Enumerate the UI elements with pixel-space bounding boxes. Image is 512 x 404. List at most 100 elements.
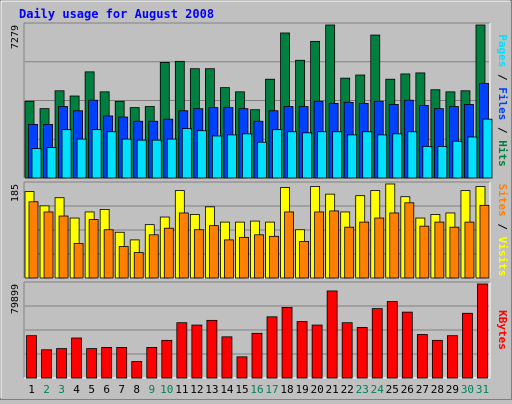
bar-sites-day-9	[148, 234, 159, 279]
bar-sites-day-18	[284, 211, 294, 279]
bar-sites-day-2	[43, 211, 54, 279]
bar-pages-day-26	[407, 131, 418, 179]
bar-sites-day-5	[88, 219, 99, 279]
x-tick-label-14: 14	[220, 383, 234, 396]
bar-sites-day-28	[434, 221, 445, 279]
bar-pages-day-19	[302, 132, 312, 179]
bar-pages-day-9	[151, 139, 162, 179]
bar-kbytes-day-4	[71, 337, 82, 379]
bar-kbytes-day-21	[326, 290, 338, 379]
bar-pages-day-10	[166, 138, 177, 179]
x-tick-label-29: 29	[446, 383, 459, 396]
bar-pages-day-20	[317, 131, 328, 179]
panel-kbytes: 79899 KBytes	[10, 281, 509, 379]
bar-sites-day-29	[449, 226, 460, 279]
bar-sites-day-25	[389, 212, 400, 279]
bar-sites-day-14	[224, 239, 234, 279]
bar-pages-day-6	[106, 131, 117, 179]
x-tick-label-26: 26	[401, 383, 414, 396]
bar-pages-day-14	[227, 134, 237, 179]
side-label-part: /	[496, 217, 509, 237]
bar-pages-day-28	[437, 146, 448, 179]
bar-kbytes-day-5	[86, 348, 98, 379]
x-tick-label-12: 12	[190, 383, 203, 396]
bar-kbytes-day-22	[341, 322, 353, 379]
bar-sites-day-31	[479, 204, 490, 279]
bar-kbytes-day-31	[477, 283, 488, 379]
x-tick-label-9: 9	[148, 383, 155, 396]
bar-pages-day-11	[181, 128, 192, 179]
bar-pages-day-5	[91, 129, 102, 179]
bar-pages-day-18	[287, 131, 297, 179]
panel-visits-side-label: Sites / Visits	[496, 184, 509, 277]
bar-kbytes-day-29	[446, 335, 458, 379]
panel-visits: 185 Sites / Visits	[10, 181, 509, 279]
bar-kbytes-day-24	[371, 308, 383, 379]
x-tick-label-15: 15	[235, 383, 248, 396]
bar-sites-day-13	[208, 225, 219, 279]
panel-hits: 7279 Pages / Files / Hits	[10, 22, 509, 179]
bar-kbytes-day-7	[116, 347, 128, 379]
x-tick-label-18: 18	[280, 383, 293, 396]
bar-sites-day-27	[419, 225, 430, 279]
x-tick-label-27: 27	[416, 383, 429, 396]
bar-sites-day-3	[58, 215, 69, 279]
bar-pages-day-4	[76, 138, 87, 179]
x-tick-label-24: 24	[371, 383, 385, 396]
x-tick-label-13: 13	[205, 383, 218, 396]
x-tick-label-20: 20	[311, 383, 324, 396]
bar-kbytes-day-23	[356, 327, 368, 379]
bar-sites-day-15	[239, 236, 249, 279]
side-label-part: Visits	[496, 237, 509, 277]
x-tick-label-7: 7	[118, 383, 125, 396]
bar-kbytes-day-12	[191, 324, 203, 379]
bar-sites-day-7	[118, 246, 129, 279]
bar-pages-day-23	[362, 131, 373, 179]
bar-kbytes-day-1	[26, 335, 37, 379]
bar-pages-day-8	[136, 139, 147, 179]
bar-sites-day-12	[193, 229, 204, 279]
side-label-part: /	[496, 67, 509, 87]
panel-hits-max-label: 7279	[10, 25, 21, 49]
bar-pages-day-16	[257, 141, 267, 179]
bar-sites-day-21	[329, 210, 340, 279]
side-label-part: Sites	[496, 184, 509, 217]
bar-sites-day-1	[28, 201, 39, 279]
side-label-part: Pages	[496, 34, 509, 67]
bar-sites-day-10	[163, 227, 174, 279]
bar-pages-day-15	[242, 133, 252, 179]
bar-pages-day-13	[211, 135, 222, 179]
bar-kbytes-day-27	[416, 334, 428, 379]
bar-kbytes-day-18	[281, 307, 293, 379]
x-tick-label-23: 23	[356, 383, 369, 396]
bar-kbytes-day-25	[386, 301, 398, 379]
bar-pages-day-29	[452, 140, 463, 179]
bar-pages-day-3	[61, 129, 72, 179]
side-label-part: KBytes	[496, 310, 509, 350]
chart-panels: 7279 Pages / Files / Hits 185 Sites / Visit…	[10, 22, 509, 379]
panel-hits-side-label: Pages / Files / Hits	[496, 34, 509, 167]
bar-sites-day-4	[73, 243, 84, 279]
x-tick-label-19: 19	[295, 383, 308, 396]
x-tick-label-3: 3	[58, 383, 65, 396]
x-tick-label-21: 21	[326, 383, 339, 396]
bar-pages-day-7	[121, 138, 132, 179]
bar-pages-day-24	[377, 134, 388, 179]
bar-sites-day-11	[178, 212, 189, 279]
x-tick-label-17: 17	[265, 383, 278, 396]
x-tick-label-31: 31	[476, 383, 489, 396]
bar-kbytes-day-6	[101, 347, 113, 379]
side-label-part: Hits	[496, 140, 509, 167]
bar-sites-day-6	[103, 229, 114, 279]
bar-kbytes-day-20	[311, 324, 323, 379]
bar-pages-day-25	[392, 133, 403, 179]
bar-kbytes-day-26	[401, 311, 413, 379]
bar-pages-day-27	[422, 146, 433, 179]
bar-sites-day-23	[359, 221, 370, 279]
bar-kbytes-day-9	[146, 347, 158, 379]
bar-kbytes-day-17	[266, 316, 278, 379]
x-tick-label-30: 30	[461, 383, 474, 396]
x-tick-label-6: 6	[103, 383, 110, 396]
